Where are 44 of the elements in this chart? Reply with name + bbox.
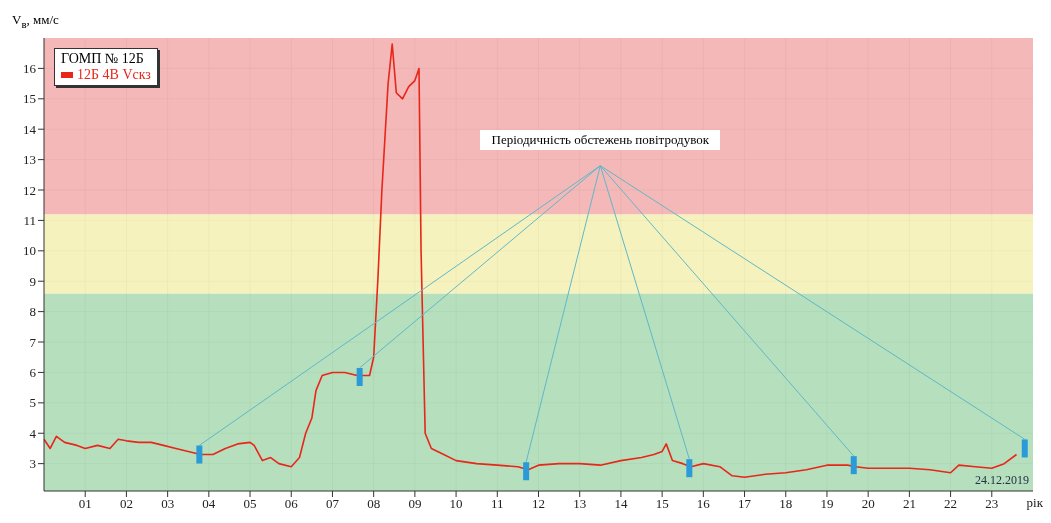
y-tick-label: 6 (29, 365, 37, 381)
y-tick-label: 9 (29, 273, 36, 289)
y-tick-label: 14 (23, 121, 37, 137)
x-tick-label: 16 (696, 496, 711, 512)
y-tick-label: 3 (29, 456, 36, 472)
y-tick-label: 4 (29, 425, 37, 441)
annotation: Періодичність обстежень повітродувок (491, 131, 710, 147)
y-tick-label: 5 (29, 395, 36, 411)
x-tick-label: 06 (284, 496, 299, 512)
x-tick-label: 17 (738, 496, 752, 512)
x-tick-label: 22 (944, 496, 958, 512)
legend-title: ГОМП № 12Б (61, 51, 144, 66)
x-tick-label: 15 (655, 496, 669, 512)
x-tick-label: 05 (243, 496, 257, 512)
annotation: 24.12.2019 (975, 473, 1029, 487)
x-tick-label: 20 (861, 496, 875, 512)
y-tick-label: 8 (29, 304, 36, 320)
x-tick-label: 01 (78, 496, 92, 512)
legend-label: 12Б 4В Vскз (77, 67, 151, 83)
x-tick-label: 12 (532, 496, 545, 512)
x-tick-label: 23 (985, 496, 999, 512)
x-tick-label: 04 (202, 496, 216, 512)
x-tick-label: 08 (367, 496, 381, 512)
x-tick-label: 10 (449, 496, 463, 512)
y-tick-label: 16 (23, 61, 37, 77)
x-tick-label: 07 (325, 496, 340, 512)
y-tick-label: 7 (29, 334, 37, 350)
x-tick-label: 11 (491, 496, 504, 512)
callout-box: Періодичність обстежень повітродувок (480, 129, 721, 150)
x-tick-label: 18 (779, 496, 793, 512)
y-tick-label: 13 (23, 152, 36, 168)
y-axis-title: V$_{в}$, мм/с (12, 12, 59, 30)
x-tick-label: 09 (408, 496, 422, 512)
x-axis-title: рік (1026, 495, 1043, 510)
x-tick-label: 21 (902, 496, 916, 512)
x-tick-label: 13 (573, 496, 587, 512)
x-tick-label: 02 (119, 496, 133, 512)
x-tick-label: 14 (614, 496, 628, 512)
y-tick-label: 11 (23, 213, 36, 229)
x-tick-label: 19 (820, 496, 834, 512)
x-tick-label: 03 (161, 496, 175, 512)
y-tick-label: 12 (23, 182, 36, 198)
y-tick-label: 15 (23, 91, 36, 107)
y-tick-label: 10 (23, 243, 36, 259)
